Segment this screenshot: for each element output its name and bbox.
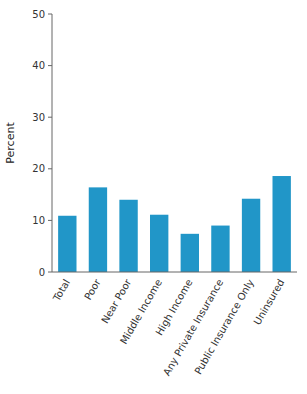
- y-tick: [48, 272, 52, 273]
- y-tick-label: 20: [32, 163, 45, 174]
- bar: [242, 199, 260, 272]
- x-tick-label: Public Insurance Only: [192, 277, 256, 376]
- y-axis-line: [52, 14, 53, 272]
- bar: [150, 215, 168, 272]
- y-tick-label: 0: [39, 267, 45, 278]
- y-tick-label: 40: [32, 60, 45, 71]
- y-tick-label: 50: [32, 9, 45, 20]
- y-tick: [48, 14, 52, 15]
- x-tick-label: Poor: [82, 276, 103, 301]
- bars: [58, 176, 291, 272]
- y-tick: [48, 117, 52, 118]
- y-axis-label: Percent: [4, 122, 17, 164]
- bar: [181, 234, 199, 272]
- chart-container: 0 10 20 30 40 50 Total PoorNear PoorMiddle Inco…: [0, 0, 307, 394]
- bar: [89, 187, 107, 272]
- x-tick-label: Any Private Insurance: [161, 277, 225, 377]
- x-tick-label: Middle Income: [118, 277, 164, 346]
- y-tick: [48, 65, 52, 66]
- y-tick-label: 10: [32, 215, 45, 226]
- bar: [273, 176, 291, 272]
- x-axis-line: [52, 272, 297, 273]
- y-tick-label: 30: [32, 112, 45, 123]
- bar: [58, 216, 76, 272]
- x-tick-label: Total: [50, 277, 72, 304]
- bar: [119, 200, 137, 272]
- y-tick: [48, 168, 52, 169]
- chart: 0 10 20 30 40 50 Total PoorNear PoorMiddle Inco…: [0, 0, 307, 394]
- x-tick-label: Uninsured: [252, 277, 287, 326]
- x-tick-label: Near Poor: [99, 276, 134, 325]
- bar: [211, 226, 229, 272]
- y-tick: [48, 220, 52, 221]
